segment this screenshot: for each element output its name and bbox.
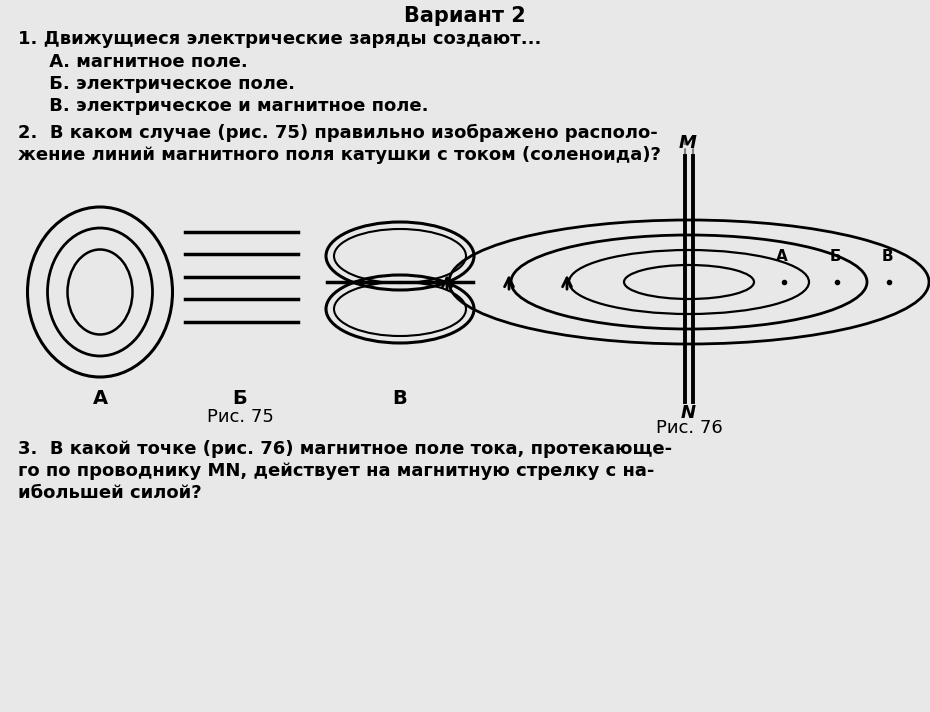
Text: Вариант 2: Вариант 2 [405, 6, 525, 26]
Text: Рис. 76: Рис. 76 [656, 419, 723, 437]
Text: Б. электрическое поле.: Б. электрическое поле. [18, 75, 295, 93]
Text: M: M [679, 134, 697, 152]
Text: го по проводнику MN, действует на магнитную стрелку с на-: го по проводнику MN, действует на магнит… [18, 462, 655, 480]
Text: Рис. 75: Рис. 75 [206, 408, 273, 426]
Text: А: А [92, 389, 108, 408]
Text: 3.  В какой точке (рис. 76) магнитное поле тока, протекающе-: 3. В какой точке (рис. 76) магнитное пол… [18, 440, 672, 458]
Text: А: А [777, 249, 788, 264]
Text: Б: Б [232, 389, 247, 408]
Text: ибольшей силой?: ибольшей силой? [18, 484, 202, 502]
Text: А. магнитное поле.: А. магнитное поле. [18, 53, 247, 71]
Text: В: В [392, 389, 407, 408]
Text: В: В [882, 249, 893, 264]
Text: Б: Б [830, 249, 841, 264]
Text: N: N [681, 404, 696, 422]
Text: жение линий магнитного поля катушки с током (соленоида)?: жение линий магнитного поля катушки с то… [18, 146, 661, 164]
Text: 1. Движущиеся электрические заряды создают...: 1. Движущиеся электрические заряды созда… [18, 30, 541, 48]
Text: В. электрическое и магнитное поле.: В. электрическое и магнитное поле. [18, 97, 429, 115]
Text: 2.  В каком случае (рис. 75) правильно изображено располо-: 2. В каком случае (рис. 75) правильно из… [18, 124, 658, 142]
